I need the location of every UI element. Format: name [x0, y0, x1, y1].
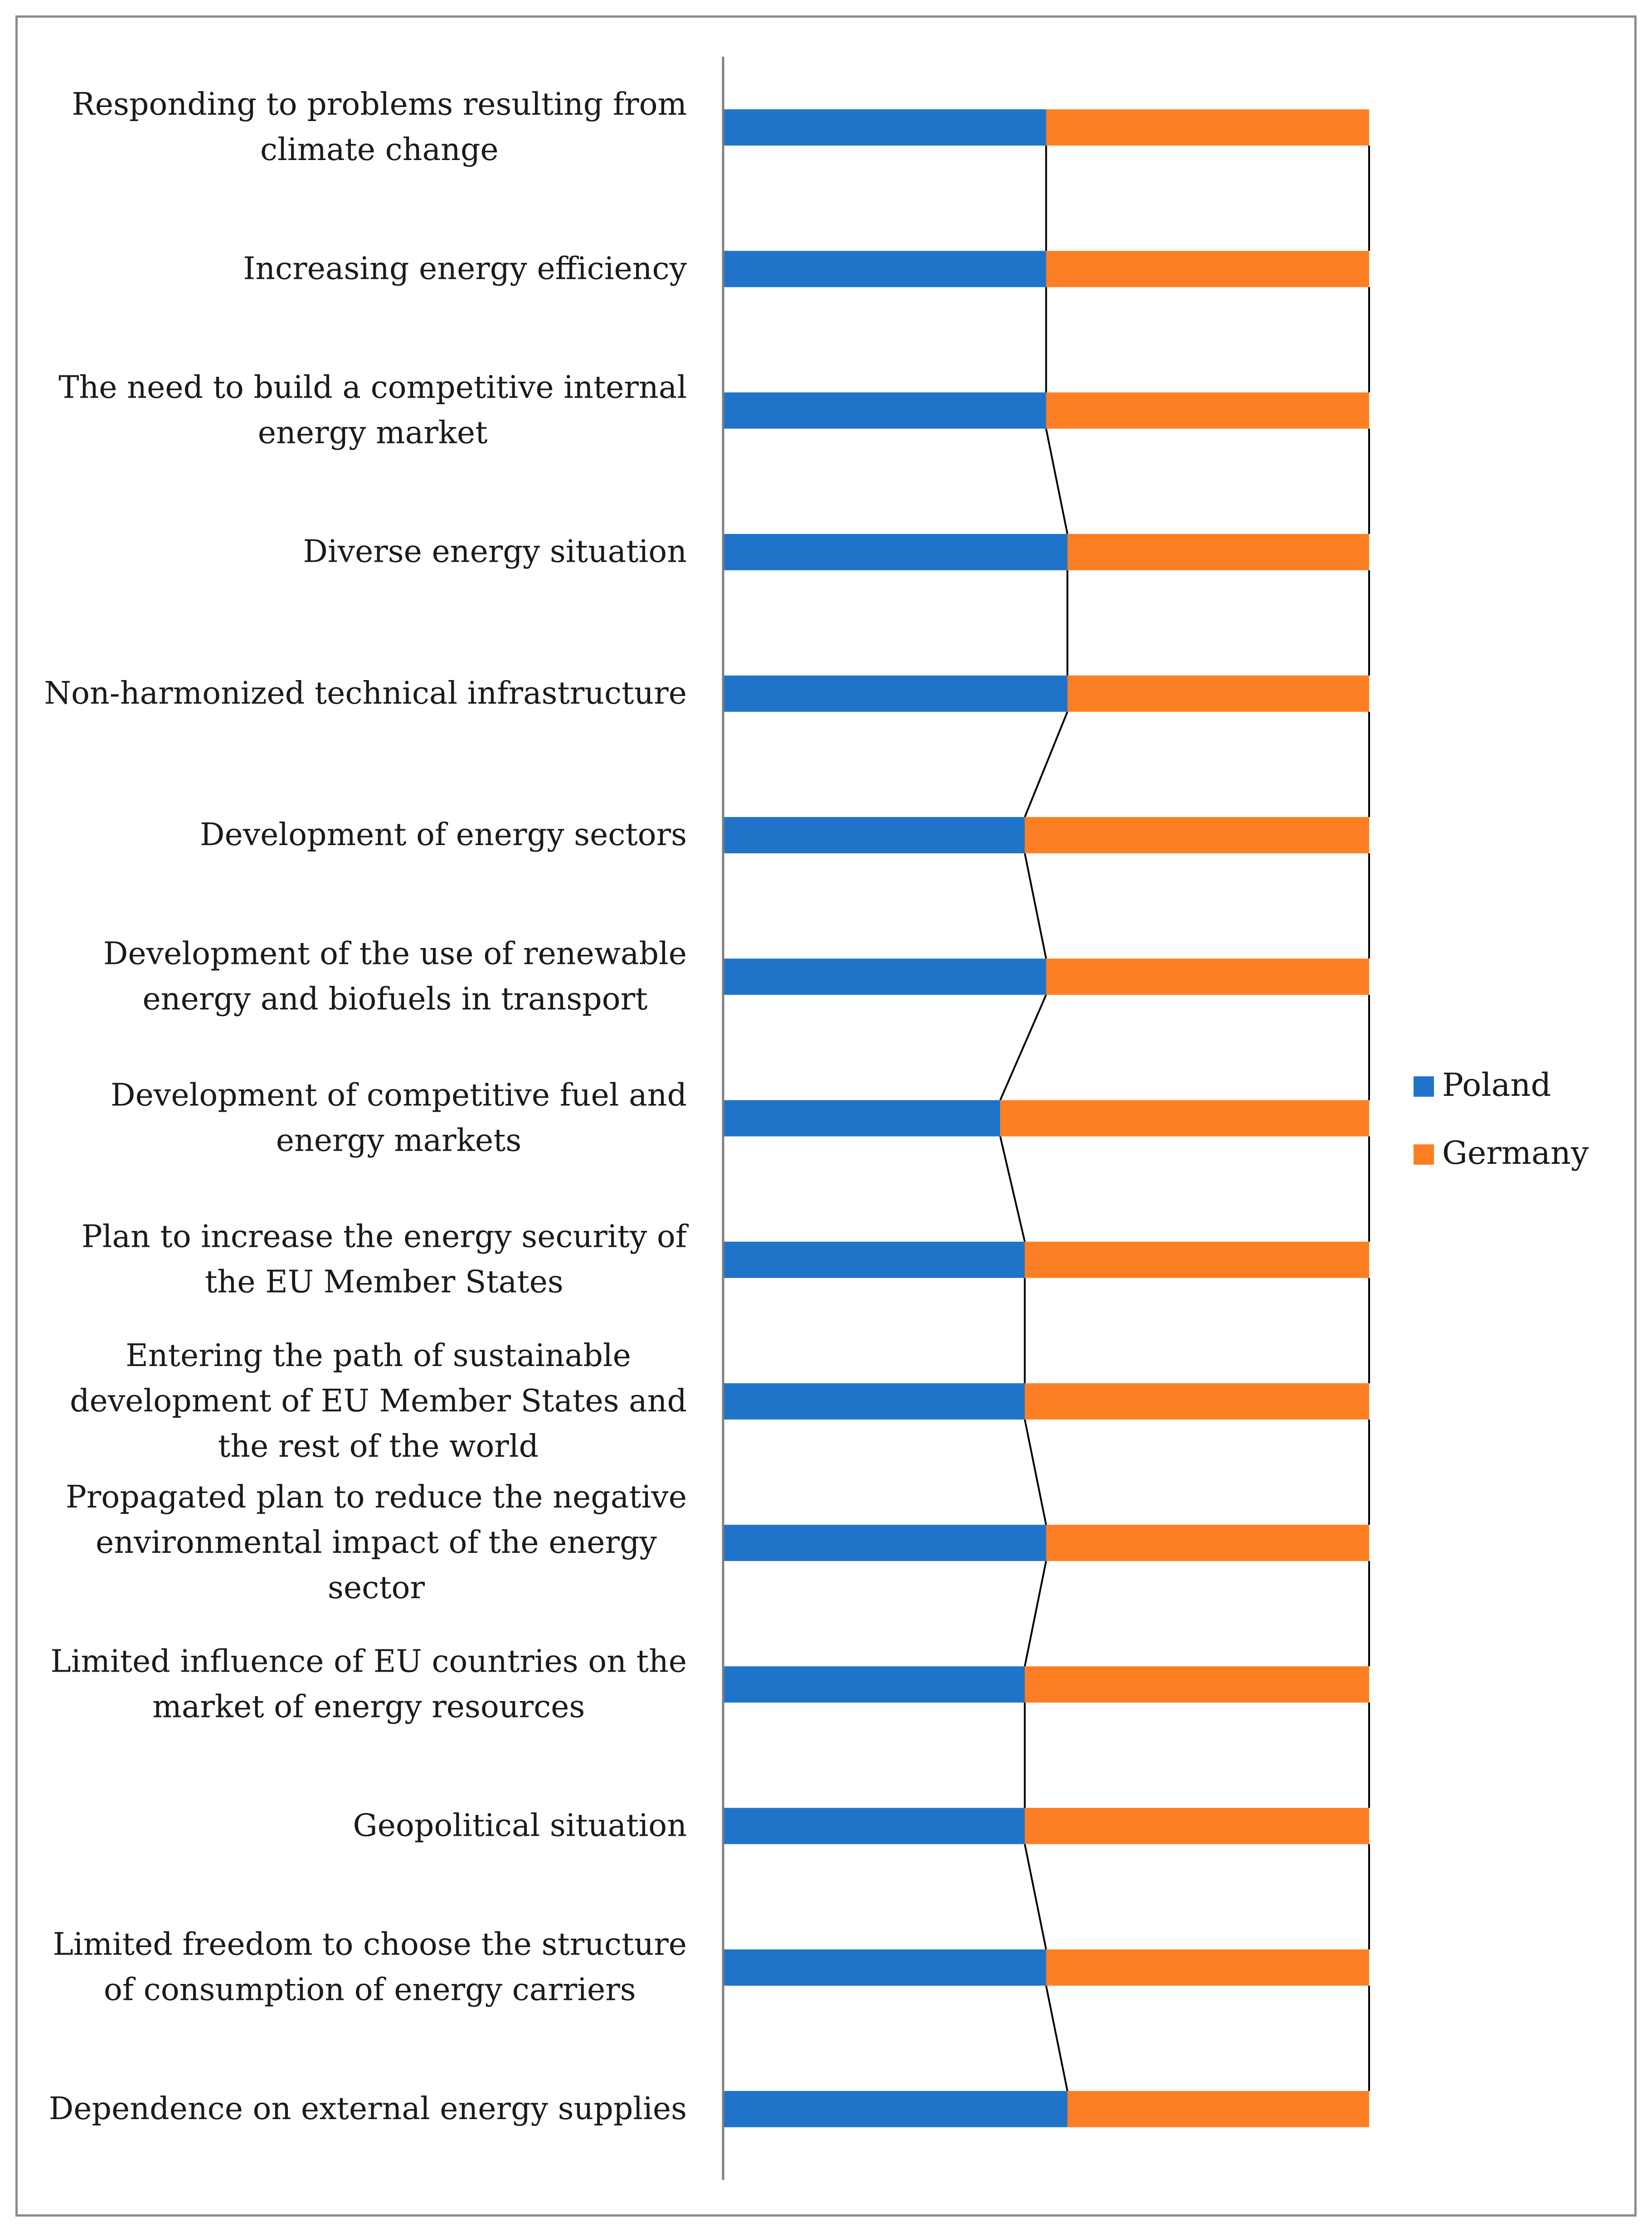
bar-poland-14 — [723, 1949, 1046, 1986]
series-line-poland-14 — [1045, 1985, 1069, 2091]
category-label-12: Limited influence of EU countries on the… — [51, 1644, 687, 1725]
series-line-poland-7 — [999, 994, 1047, 1101]
legend-label-poland: Poland — [1442, 1066, 1551, 1104]
category-label-5: Non-harmonized technical infrastructure — [44, 676, 687, 711]
category-label-15: Dependence on external energy supplies — [49, 2091, 687, 2127]
series-line-poland-3 — [1045, 428, 1069, 535]
series-line-poland-6 — [1024, 853, 1047, 959]
bar-germany-11 — [1046, 1525, 1369, 1561]
bar-poland-1 — [723, 109, 1046, 146]
category-label-10: Entering the path of sustainable developm… — [70, 1338, 687, 1464]
bar-poland-10 — [723, 1383, 1025, 1420]
category-label-13: Geopolitical situation — [353, 1808, 687, 1844]
category-label-11: Propagated plan to reduce the negative en… — [66, 1479, 687, 1606]
bar-poland-5 — [723, 675, 1068, 712]
legend-label-germany: Germany — [1442, 1134, 1589, 1172]
bar-poland-15 — [723, 2091, 1068, 2127]
bar-poland-8 — [723, 1100, 1001, 1137]
category-label-2: Increasing energy efficiency — [243, 251, 687, 287]
bar-poland-2 — [723, 251, 1046, 287]
bar-germany-14 — [1046, 1949, 1369, 1986]
legend: Poland Germany — [1414, 1066, 1589, 1172]
legend-swatch-germany — [1414, 1144, 1434, 1165]
bar-poland-11 — [723, 1525, 1046, 1561]
legend-swatch-poland — [1414, 1076, 1434, 1097]
bar-germany-3 — [1046, 392, 1369, 429]
bar-germany-6 — [1025, 817, 1369, 854]
category-label-7: Development of the use of renewable energ… — [103, 936, 687, 1017]
series-line-poland-8 — [999, 1136, 1026, 1242]
series-line-poland-11 — [1024, 1561, 1047, 1667]
bar-germany-15 — [1067, 2091, 1369, 2127]
bar-germany-1 — [1046, 109, 1369, 146]
bar-germany-13 — [1025, 1808, 1369, 1844]
bar-germany-12 — [1025, 1666, 1369, 1703]
category-label-6: Development of energy sectors — [200, 817, 687, 853]
series-line-poland-13 — [1024, 1844, 1047, 1950]
series-line-poland-10 — [1024, 1419, 1047, 1525]
category-label-1: Responding to problems resulting from cli… — [72, 87, 687, 168]
bar-germany-8 — [1000, 1100, 1369, 1137]
bar-germany-10 — [1025, 1383, 1369, 1420]
category-label-9: Plan to increase the energy security of t… — [82, 1219, 689, 1300]
category-labels: Responding to problems resulting from cli… — [44, 87, 689, 2127]
bar-germany-7 — [1046, 958, 1369, 995]
bar-germany-2 — [1046, 251, 1369, 287]
bar-poland-4 — [723, 534, 1068, 570]
bars — [723, 109, 1369, 2127]
category-label-3: The need to build a competitive internal… — [58, 370, 687, 451]
bar-poland-9 — [723, 1241, 1025, 1278]
category-label-14: Limited freedom to choose the structure o… — [53, 1927, 687, 2008]
bar-poland-6 — [723, 817, 1025, 854]
bar-poland-12 — [723, 1666, 1025, 1703]
series-line-poland-5 — [1024, 711, 1069, 817]
category-label-8: Development of competitive fuel and energ… — [111, 1078, 687, 1159]
bar-germany-5 — [1067, 675, 1369, 712]
bar-germany-4 — [1067, 534, 1369, 570]
bar-poland-3 — [723, 392, 1046, 429]
bar-poland-13 — [723, 1808, 1025, 1844]
bar-poland-7 — [723, 958, 1046, 995]
series-lines — [999, 146, 1370, 2091]
category-label-4: Diverse energy situation — [303, 534, 687, 570]
bar-germany-9 — [1025, 1241, 1369, 1278]
